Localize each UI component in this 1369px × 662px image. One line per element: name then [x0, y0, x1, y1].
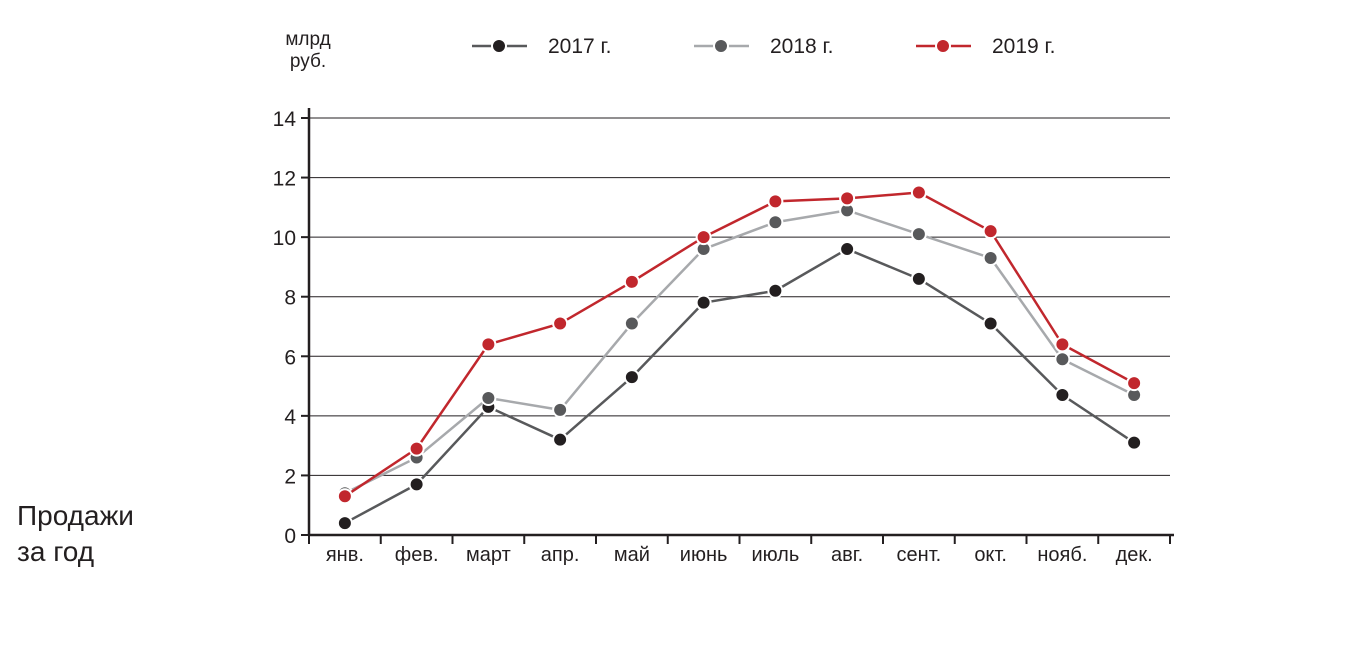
- caption-line1: Продажи: [17, 500, 134, 531]
- series-line: [344, 191, 1135, 498]
- data-point: [552, 315, 569, 332]
- chart-legend: 2017 г. 2018 г. 2019 г.: [472, 35, 1055, 58]
- x-tick-label: июль: [751, 544, 799, 566]
- data-point: [839, 190, 856, 207]
- y-axis-unit-label: млрд руб.: [285, 29, 330, 72]
- chart-gridlines: [309, 117, 1170, 476]
- data-point: [910, 184, 927, 201]
- legend-label: 2018 г.: [770, 35, 833, 58]
- series-line: [344, 247, 1135, 525]
- data-point: [982, 223, 999, 240]
- data-point: [336, 488, 353, 505]
- data-point: [695, 229, 712, 246]
- data-point: [480, 389, 497, 406]
- legend-label: 2017 г.: [548, 35, 611, 58]
- data-point: [982, 249, 999, 266]
- x-tick-label: дек.: [1116, 544, 1153, 566]
- y-tick-label: 8: [284, 287, 296, 310]
- y-axis-ticks: 0 2 4 6 8 10 12 14: [273, 108, 309, 548]
- data-point: [910, 226, 927, 243]
- legend-item-2: 2019 г.: [916, 35, 1055, 58]
- data-point: [408, 440, 425, 457]
- x-tick-label: янв.: [326, 544, 364, 566]
- y-tick-label: 0: [284, 525, 296, 548]
- data-point: [1054, 336, 1071, 353]
- y-tick-label: 4: [284, 406, 296, 429]
- series-line: [344, 209, 1135, 495]
- x-axis-ticks: янв. фев. март апр. май июнь июль авг. сент. окт.…: [308, 535, 1171, 566]
- data-point: [1126, 434, 1143, 451]
- y-tick-label: 10: [273, 227, 296, 250]
- legend-item-0: 2017 г.: [472, 35, 611, 58]
- caption: Продажи за год: [17, 498, 134, 570]
- legend-label: 2019 г.: [992, 35, 1055, 58]
- data-point: [623, 315, 640, 332]
- data-point: [552, 401, 569, 418]
- x-tick-label: май: [614, 544, 650, 566]
- x-tick-label: июнь: [680, 544, 728, 566]
- x-tick-label: окт.: [974, 544, 1007, 566]
- y-tick-label: 14: [273, 108, 297, 131]
- data-point: [552, 431, 569, 448]
- chart-axes: [307, 108, 1174, 537]
- data-point: [982, 315, 999, 332]
- unit-label-line2: руб.: [290, 51, 326, 72]
- data-point: [623, 273, 640, 290]
- y-tick-label: 2: [284, 465, 296, 488]
- data-point: [839, 241, 856, 258]
- data-point: [1126, 375, 1143, 392]
- legend-item-1: 2018 г.: [694, 35, 833, 58]
- data-point: [1054, 351, 1071, 368]
- data-point: [695, 294, 712, 311]
- x-tick-label: март: [466, 544, 511, 566]
- x-tick-label: фев.: [395, 544, 439, 566]
- legend-marker: [935, 38, 951, 54]
- data-point: [767, 214, 784, 231]
- data-point: [480, 336, 497, 353]
- x-tick-label: сент.: [897, 544, 942, 566]
- y-tick-label: 12: [273, 168, 296, 191]
- unit-label-line1: млрд: [285, 29, 330, 50]
- data-point: [767, 193, 784, 210]
- y-tick-label: 6: [284, 346, 296, 369]
- legend-marker: [491, 38, 507, 54]
- data-point: [336, 515, 353, 532]
- x-tick-label: нояб.: [1037, 544, 1087, 566]
- caption-line2: за год: [17, 536, 95, 567]
- data-point: [1054, 387, 1071, 404]
- legend-marker: [713, 38, 729, 54]
- data-point: [623, 369, 640, 386]
- series-2: [336, 184, 1143, 505]
- data-point: [408, 476, 425, 493]
- data-point: [910, 270, 927, 287]
- chart-series: [336, 184, 1143, 532]
- x-tick-label: апр.: [541, 544, 580, 566]
- x-tick-label: авг.: [831, 544, 863, 566]
- data-point: [767, 282, 784, 299]
